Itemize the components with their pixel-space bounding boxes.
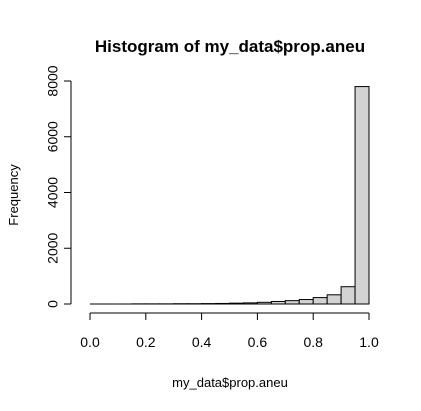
y-tick-label: 2000 <box>45 232 61 263</box>
y-tick-label: 6000 <box>45 121 61 152</box>
y-tick-label: 0 <box>45 300 61 308</box>
y-axis: 0 2000 4000 6000 8000 <box>45 65 72 308</box>
histogram-bar <box>270 300 286 305</box>
histogram-bar <box>312 297 328 305</box>
histogram-bar <box>340 286 356 305</box>
histogram-bars <box>90 86 370 305</box>
histogram-bar <box>215 302 231 305</box>
histogram-bar <box>229 302 244 305</box>
histogram-bar <box>298 299 314 305</box>
y-tick-label: 8000 <box>45 65 61 96</box>
x-tick-label: 0.2 <box>136 334 156 350</box>
x-axis: 0.0 0.2 0.4 0.6 0.8 1.0 <box>80 312 379 350</box>
y-tick-label: 4000 <box>45 177 61 208</box>
histogram-bar <box>354 86 370 305</box>
histogram-bar <box>256 301 272 305</box>
histogram-bar <box>326 294 342 305</box>
chart-title: Histogram of my_data$prop.aneu <box>95 37 365 56</box>
x-tick-label: 1.0 <box>359 334 379 350</box>
histogram-bar <box>284 300 300 305</box>
x-tick-label: 0.8 <box>303 334 323 350</box>
histogram-bar <box>242 302 258 305</box>
x-tick-label: 0.0 <box>80 334 100 350</box>
x-tick-label: 0.6 <box>248 334 268 350</box>
y-axis-label: Frequency <box>6 164 21 226</box>
x-tick-label: 0.4 <box>192 334 212 350</box>
x-axis-label: my_data$prop.aneu <box>172 375 288 390</box>
